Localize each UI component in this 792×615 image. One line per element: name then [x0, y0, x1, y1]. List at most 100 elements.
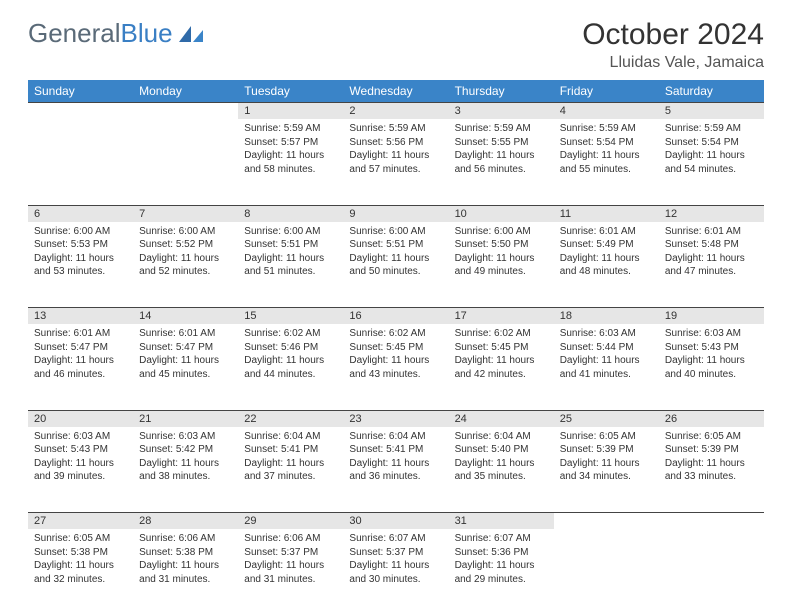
day1-text: Daylight: 11 hours — [455, 457, 548, 471]
day1-text: Daylight: 11 hours — [34, 354, 127, 368]
sunset-text: Sunset: 5:37 PM — [244, 546, 337, 560]
day-number-cell: 4 — [554, 103, 659, 120]
day2-text: and 40 minutes. — [665, 368, 758, 382]
month-title: October 2024 — [582, 18, 764, 52]
day-content-row: Sunrise: 6:01 AMSunset: 5:47 PMDaylight:… — [28, 324, 764, 410]
day-content-cell: Sunrise: 6:03 AMSunset: 5:42 PMDaylight:… — [133, 427, 238, 513]
day2-text: and 36 minutes. — [349, 470, 442, 484]
day-number-cell: 21 — [133, 410, 238, 427]
day1-text: Daylight: 11 hours — [349, 354, 442, 368]
sunset-text: Sunset: 5:43 PM — [665, 341, 758, 355]
day2-text: and 41 minutes. — [560, 368, 653, 382]
day2-text: and 38 minutes. — [139, 470, 232, 484]
sunset-text: Sunset: 5:41 PM — [244, 443, 337, 457]
day-content-cell — [28, 119, 133, 205]
sunset-text: Sunset: 5:46 PM — [244, 341, 337, 355]
day1-text: Daylight: 11 hours — [244, 559, 337, 573]
day-content-cell: Sunrise: 6:04 AMSunset: 5:40 PMDaylight:… — [449, 427, 554, 513]
day2-text: and 55 minutes. — [560, 163, 653, 177]
day-content-cell: Sunrise: 5:59 AMSunset: 5:56 PMDaylight:… — [343, 119, 448, 205]
sunset-text: Sunset: 5:39 PM — [665, 443, 758, 457]
sunset-text: Sunset: 5:54 PM — [665, 136, 758, 150]
sunrise-text: Sunrise: 6:05 AM — [560, 430, 653, 444]
sunrise-text: Sunrise: 6:03 AM — [665, 327, 758, 341]
header: GeneralBlue October 2024 Lluidas Vale, J… — [28, 18, 764, 72]
day1-text: Daylight: 11 hours — [560, 252, 653, 266]
day2-text: and 57 minutes. — [349, 163, 442, 177]
day-number-cell: 19 — [659, 308, 764, 325]
sunset-text: Sunset: 5:42 PM — [139, 443, 232, 457]
day-number-row: 6789101112 — [28, 205, 764, 222]
sunset-text: Sunset: 5:49 PM — [560, 238, 653, 252]
sunset-text: Sunset: 5:39 PM — [560, 443, 653, 457]
day-number-cell — [133, 103, 238, 120]
sunrise-text: Sunrise: 5:59 AM — [665, 122, 758, 136]
day-number-cell: 30 — [343, 513, 448, 530]
sunset-text: Sunset: 5:38 PM — [34, 546, 127, 560]
weekday-header-row: SundayMondayTuesdayWednesdayThursdayFrid… — [28, 80, 764, 103]
day-content-row: Sunrise: 6:00 AMSunset: 5:53 PMDaylight:… — [28, 222, 764, 308]
logo-text-2: Blue — [121, 18, 173, 49]
sunset-text: Sunset: 5:45 PM — [455, 341, 548, 355]
day-content-cell: Sunrise: 6:06 AMSunset: 5:37 PMDaylight:… — [238, 529, 343, 615]
day2-text: and 34 minutes. — [560, 470, 653, 484]
day-content-cell — [659, 529, 764, 615]
sunrise-text: Sunrise: 6:05 AM — [34, 532, 127, 546]
day1-text: Daylight: 11 hours — [665, 149, 758, 163]
sunrise-text: Sunrise: 6:02 AM — [244, 327, 337, 341]
sunrise-text: Sunrise: 6:00 AM — [34, 225, 127, 239]
day1-text: Daylight: 11 hours — [34, 457, 127, 471]
day1-text: Daylight: 11 hours — [34, 559, 127, 573]
sunset-text: Sunset: 5:47 PM — [34, 341, 127, 355]
day-content-cell: Sunrise: 6:00 AMSunset: 5:52 PMDaylight:… — [133, 222, 238, 308]
day-content-cell: Sunrise: 6:07 AMSunset: 5:37 PMDaylight:… — [343, 529, 448, 615]
day-content-cell: Sunrise: 6:05 AMSunset: 5:39 PMDaylight:… — [554, 427, 659, 513]
day-number-cell: 2 — [343, 103, 448, 120]
day-number-cell: 31 — [449, 513, 554, 530]
logo-text-1: General — [28, 18, 121, 49]
weekday-header: Saturday — [659, 80, 764, 103]
sunrise-text: Sunrise: 6:01 AM — [665, 225, 758, 239]
day2-text: and 45 minutes. — [139, 368, 232, 382]
sunrise-text: Sunrise: 6:07 AM — [455, 532, 548, 546]
location: Lluidas Vale, Jamaica — [582, 54, 764, 72]
logo-sail-icon — [177, 24, 205, 44]
day1-text: Daylight: 11 hours — [455, 149, 548, 163]
sunrise-text: Sunrise: 6:04 AM — [349, 430, 442, 444]
day-number-cell: 7 — [133, 205, 238, 222]
day1-text: Daylight: 11 hours — [139, 559, 232, 573]
day-number-cell: 10 — [449, 205, 554, 222]
day2-text: and 30 minutes. — [349, 573, 442, 587]
day1-text: Daylight: 11 hours — [349, 149, 442, 163]
sunrise-text: Sunrise: 6:02 AM — [349, 327, 442, 341]
day-number-cell: 17 — [449, 308, 554, 325]
day-content-cell: Sunrise: 6:00 AMSunset: 5:53 PMDaylight:… — [28, 222, 133, 308]
logo: GeneralBlue — [28, 18, 205, 49]
day1-text: Daylight: 11 hours — [455, 559, 548, 573]
sunrise-text: Sunrise: 5:59 AM — [349, 122, 442, 136]
day2-text: and 53 minutes. — [34, 265, 127, 279]
sunset-text: Sunset: 5:50 PM — [455, 238, 548, 252]
day2-text: and 39 minutes. — [34, 470, 127, 484]
sunrise-text: Sunrise: 6:04 AM — [455, 430, 548, 444]
sunrise-text: Sunrise: 6:06 AM — [139, 532, 232, 546]
day-number-cell: 28 — [133, 513, 238, 530]
day2-text: and 42 minutes. — [455, 368, 548, 382]
day-content-cell: Sunrise: 5:59 AMSunset: 5:54 PMDaylight:… — [554, 119, 659, 205]
sunrise-text: Sunrise: 6:03 AM — [139, 430, 232, 444]
day1-text: Daylight: 11 hours — [349, 457, 442, 471]
sunrise-text: Sunrise: 6:00 AM — [349, 225, 442, 239]
day-content-cell: Sunrise: 6:06 AMSunset: 5:38 PMDaylight:… — [133, 529, 238, 615]
day1-text: Daylight: 11 hours — [560, 354, 653, 368]
sunset-text: Sunset: 5:52 PM — [139, 238, 232, 252]
day-content-cell: Sunrise: 6:01 AMSunset: 5:49 PMDaylight:… — [554, 222, 659, 308]
day-number-cell: 8 — [238, 205, 343, 222]
day-content-cell: Sunrise: 6:07 AMSunset: 5:36 PMDaylight:… — [449, 529, 554, 615]
sunrise-text: Sunrise: 5:59 AM — [560, 122, 653, 136]
day-number-cell: 11 — [554, 205, 659, 222]
sunset-text: Sunset: 5:40 PM — [455, 443, 548, 457]
day-number-cell: 1 — [238, 103, 343, 120]
day-number-cell: 12 — [659, 205, 764, 222]
day-content-cell: Sunrise: 6:03 AMSunset: 5:43 PMDaylight:… — [659, 324, 764, 410]
sunset-text: Sunset: 5:38 PM — [139, 546, 232, 560]
